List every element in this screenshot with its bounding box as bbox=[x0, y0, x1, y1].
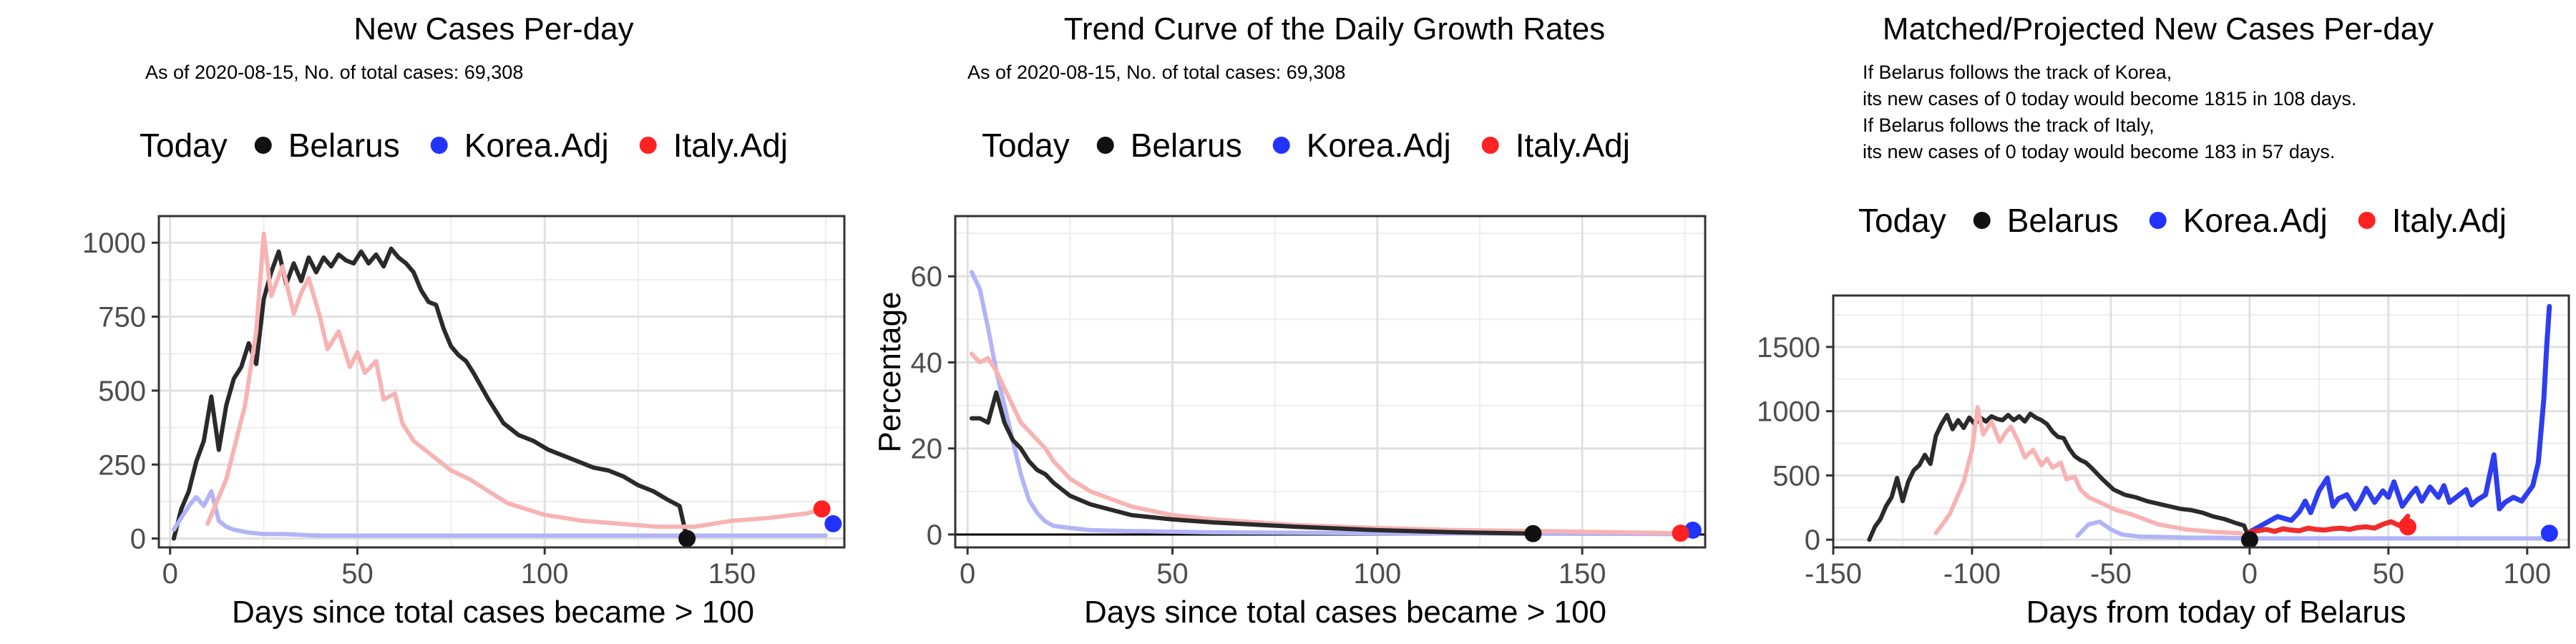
legend-key-belarus bbox=[254, 137, 272, 154]
legend-key-belarus bbox=[1096, 137, 1114, 154]
legend-key-korea-adj bbox=[2149, 212, 2167, 229]
today-point-italy-adj bbox=[813, 500, 831, 518]
today-point-korea-adj bbox=[2540, 525, 2558, 542]
panel2-subtitle: As of 2020-08-15, No. of total cases: 69… bbox=[967, 62, 1345, 83]
y-tick-label: 20 bbox=[911, 434, 943, 465]
today-point-belarus bbox=[2240, 531, 2258, 549]
series-line-korea-adj bbox=[969, 270, 1695, 537]
legend-title: Today bbox=[1858, 202, 1946, 239]
legend-label-belarus: Belarus bbox=[2007, 202, 2119, 239]
x-tick-label: 100 bbox=[1353, 558, 1401, 590]
y-tick-label: 500 bbox=[1772, 460, 1820, 492]
panel1-plot: 0 50 100 150 0 250 500 750 1000 bbox=[82, 215, 846, 590]
series-line-korea-adj bbox=[2247, 303, 2552, 535]
legend-label-belarus: Belarus bbox=[288, 127, 400, 164]
y-tick-label: 1000 bbox=[1757, 396, 1820, 428]
panel-growth-rates: Trend Curve of the Daily Growth Rates As… bbox=[872, 11, 1707, 630]
panel3-note-3: If Belarus follows the track of Italy, bbox=[1863, 114, 2155, 136]
series-line-italy-adj bbox=[969, 351, 1683, 536]
legend-title: Today bbox=[982, 127, 1070, 164]
plot-border bbox=[954, 215, 1707, 549]
panel-new-cases: New Cases Per-day As of 2020-08-15, No. … bbox=[82, 11, 846, 630]
x-tick-label: 150 bbox=[1558, 558, 1606, 590]
x-tick-label: 0 bbox=[2242, 558, 2258, 590]
series-line-belarus bbox=[1867, 411, 2252, 542]
panel3-note-2: its new cases of 0 today would become 18… bbox=[1863, 88, 2356, 109]
legend-key-italy-adj bbox=[1481, 137, 1499, 154]
x-tick-label: -100 bbox=[1943, 558, 2001, 590]
panel3-legend: Today Belarus Korea.Adj Italy.Adj bbox=[1858, 202, 2507, 239]
y-tick-label: 0 bbox=[927, 519, 942, 551]
panel2-plot: 0 50 100 150 0 20 40 60 bbox=[911, 215, 1707, 590]
today-point-belarus bbox=[1524, 525, 1542, 542]
x-tick-label: 0 bbox=[960, 558, 975, 590]
series-line-italy-adj bbox=[205, 231, 824, 530]
panel1-subtitle: As of 2020-08-15, No. of total cases: 69… bbox=[145, 62, 523, 83]
panel2-y-axis-title: Percentage bbox=[872, 291, 907, 452]
legend-key-italy-adj bbox=[2358, 212, 2376, 229]
today-point-korea-adj bbox=[824, 514, 842, 532]
series-line-korea-adj bbox=[171, 489, 828, 538]
today-point-belarus bbox=[678, 530, 696, 547]
legend-label-italy-adj: Italy.Adj bbox=[673, 127, 788, 164]
legend-label-italy-adj: Italy.Adj bbox=[1516, 127, 1630, 164]
x-tick-label: 100 bbox=[521, 558, 569, 590]
panel-projected: Matched/Projected New Cases Per-day If B… bbox=[1757, 11, 2570, 630]
legend-key-belarus bbox=[1973, 212, 1991, 229]
x-tick-label: 0 bbox=[162, 558, 178, 590]
panel3-note-4: its new cases of 0 today would become 18… bbox=[1863, 141, 2335, 162]
legend-label-belarus: Belarus bbox=[1131, 127, 1242, 164]
today-point-italy-adj bbox=[1672, 525, 1689, 542]
y-tick-label: 1000 bbox=[82, 228, 146, 259]
today-point-italy-adj bbox=[2399, 518, 2417, 536]
panel3-title: Matched/Projected New Cases Per-day bbox=[1883, 11, 2434, 47]
series-line-italy-adj bbox=[2247, 513, 2411, 535]
x-tick-label: -150 bbox=[1805, 558, 1862, 590]
legend-key-italy-adj bbox=[639, 137, 657, 154]
legend-label-korea-adj: Korea.Adj bbox=[464, 127, 609, 164]
panel2-x-axis-title: Days since total cases became > 100 bbox=[1084, 595, 1606, 630]
y-tick-label: 60 bbox=[911, 261, 943, 293]
panel1-legend: Today Belarus Korea.Adj Italy.Adj bbox=[140, 127, 788, 164]
legend-label-korea-adj: Korea.Adj bbox=[2183, 202, 2328, 239]
legend-title: Today bbox=[140, 127, 228, 164]
x-tick-label: 50 bbox=[341, 558, 374, 590]
x-tick-label: 50 bbox=[2373, 558, 2405, 590]
panel1-title: New Cases Per-day bbox=[353, 11, 633, 47]
legend-key-korea-adj bbox=[430, 137, 448, 154]
legend-label-korea-adj: Korea.Adj bbox=[1307, 127, 1451, 164]
y-tick-label: 1500 bbox=[1757, 332, 1820, 364]
plot-border bbox=[157, 215, 846, 549]
legend-label-italy-adj: Italy.Adj bbox=[2392, 202, 2507, 239]
y-tick-label: 250 bbox=[98, 449, 146, 481]
panel2-title: Trend Curve of the Daily Growth Rates bbox=[1064, 11, 1605, 47]
series-line-italy-adj-past bbox=[1933, 405, 2244, 536]
x-tick-label: 100 bbox=[2503, 558, 2551, 590]
plot-border bbox=[1832, 294, 2570, 549]
panel3-x-axis-title: Days from today of Belarus bbox=[2026, 595, 2406, 630]
series-line-belarus bbox=[171, 246, 690, 541]
panel1-x-axis-title: Days since total cases became > 100 bbox=[232, 595, 754, 630]
series-line-korea-adj-past bbox=[2075, 519, 2544, 541]
x-tick-label: -50 bbox=[2090, 558, 2132, 590]
panel2-legend: Today Belarus Korea.Adj Italy.Adj bbox=[982, 127, 1630, 164]
y-tick-label: 0 bbox=[130, 524, 146, 555]
panel3-note-1: If Belarus follows the track of Korea, bbox=[1863, 62, 2172, 83]
x-tick-label: 150 bbox=[708, 558, 756, 590]
x-tick-label: 50 bbox=[1156, 558, 1189, 590]
y-tick-label: 500 bbox=[98, 376, 146, 407]
legend-key-korea-adj bbox=[1272, 137, 1290, 154]
series-line-belarus bbox=[969, 390, 1536, 536]
y-tick-label: 40 bbox=[911, 347, 943, 379]
y-tick-label: 0 bbox=[1805, 525, 1820, 556]
y-tick-label: 750 bbox=[98, 302, 146, 333]
